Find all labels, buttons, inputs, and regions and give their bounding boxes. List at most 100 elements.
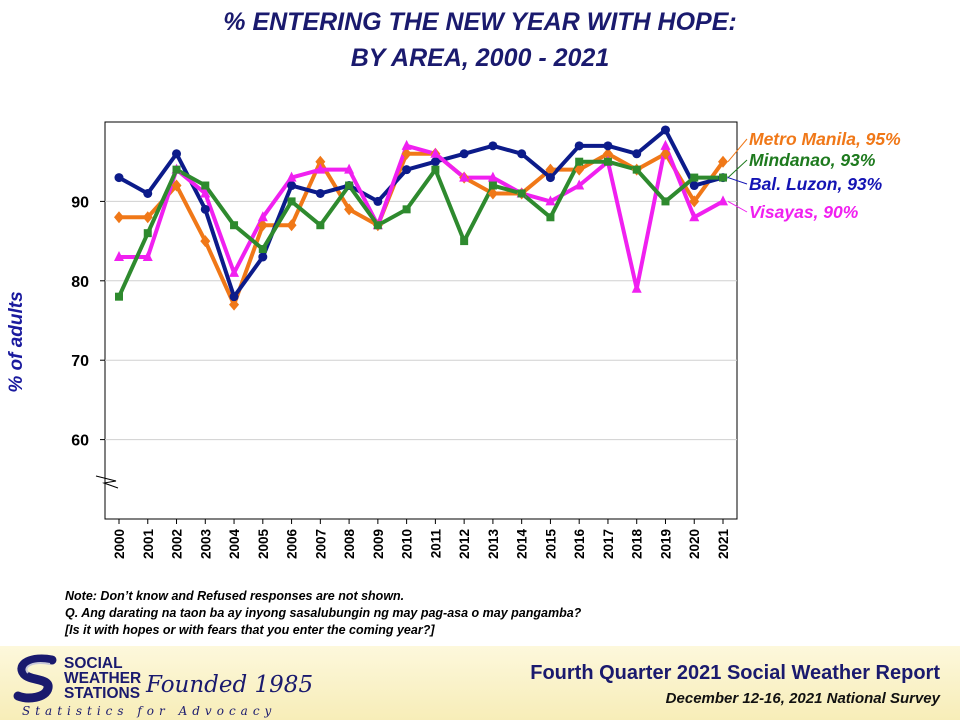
data-point-visayas bbox=[689, 211, 700, 222]
x-tick-label: 2001 bbox=[141, 529, 156, 560]
data-point-metro-manila bbox=[660, 147, 671, 160]
survey-date: December 12-16, 2021 National Survey bbox=[665, 690, 940, 707]
data-point-bal-luzon bbox=[114, 173, 124, 183]
data-point-visayas bbox=[718, 195, 728, 206]
data-point-bal-luzon bbox=[200, 204, 210, 214]
data-point-mindanao bbox=[201, 181, 210, 190]
org-name-line2: WEATHER bbox=[64, 670, 142, 687]
chart-title-line2: BY AREA, 2000 - 2021 bbox=[350, 44, 610, 72]
data-point-metro-manila bbox=[718, 155, 728, 168]
data-point-mindanao bbox=[287, 197, 296, 206]
data-point-visayas bbox=[286, 171, 297, 182]
data-point-visayas bbox=[631, 282, 642, 293]
data-point-mindanao bbox=[460, 237, 469, 246]
data-point-metro-manila bbox=[286, 219, 297, 232]
data-point-bal-luzon bbox=[574, 141, 584, 151]
data-point-visayas bbox=[545, 195, 556, 206]
data-point-bal-luzon bbox=[172, 149, 182, 159]
data-point-visayas bbox=[401, 139, 412, 150]
x-tick-label: 2010 bbox=[400, 529, 415, 559]
data-point-bal-luzon bbox=[459, 149, 469, 159]
end-label: Metro Manila, 95% bbox=[749, 129, 901, 149]
x-tick-label: 2005 bbox=[256, 529, 271, 560]
data-point-mindanao bbox=[230, 221, 239, 230]
data-point-metro-manila bbox=[200, 235, 211, 248]
data-point-visayas bbox=[315, 163, 326, 174]
y-tick-label: 80 bbox=[71, 274, 89, 291]
sws-logo-icon bbox=[13, 654, 57, 703]
data-point-visayas bbox=[229, 266, 240, 277]
data-point-metro-manila bbox=[344, 203, 355, 216]
data-point-mindanao bbox=[258, 245, 267, 254]
x-tick-label: 2004 bbox=[227, 529, 242, 560]
series-line-metro-manila bbox=[119, 151, 725, 307]
x-tick-label: 2020 bbox=[687, 529, 702, 559]
end-label-leader bbox=[727, 200, 748, 213]
data-point-bal-luzon bbox=[143, 188, 153, 198]
data-point-metro-manila bbox=[171, 179, 182, 192]
data-point-bal-luzon bbox=[430, 157, 440, 167]
footer-band bbox=[0, 646, 960, 720]
data-point-mindanao bbox=[661, 197, 670, 206]
x-tick-label: 2002 bbox=[170, 529, 185, 559]
y-tick-label: 70 bbox=[71, 353, 89, 370]
x-tick-label: 2021 bbox=[716, 529, 731, 560]
data-point-bal-luzon bbox=[545, 173, 555, 183]
data-point-mindanao bbox=[172, 165, 181, 174]
y-tick-label: 60 bbox=[71, 433, 89, 450]
x-tick-label: 2019 bbox=[658, 529, 673, 559]
data-point-visayas bbox=[660, 139, 671, 150]
axis-break-icon bbox=[95, 475, 119, 489]
x-tick-label: 2007 bbox=[313, 529, 328, 559]
data-point-metro-manila bbox=[574, 163, 585, 176]
series-line-bal-luzon bbox=[118, 127, 724, 299]
end-label-leader bbox=[727, 177, 748, 185]
data-point-bal-luzon bbox=[229, 292, 239, 302]
data-point-bal-luzon bbox=[689, 181, 699, 191]
x-tick-label: 2015 bbox=[543, 529, 558, 560]
data-point-mindanao bbox=[690, 173, 699, 182]
report-title: Fourth Quarter 2021 Social Weather Repor… bbox=[530, 662, 940, 684]
org-name: SOCIAL WEATHER STATIONS bbox=[64, 656, 142, 702]
data-point-bal-luzon bbox=[402, 165, 412, 175]
line-chart: 60 70 80 90 2000 2001 2002 2003 2004 2005 2006 2007… bbox=[71, 121, 901, 560]
data-point-bal-luzon bbox=[488, 141, 498, 151]
x-tick-label: 2000 bbox=[112, 529, 127, 559]
data-point-metro-manila bbox=[142, 211, 153, 224]
note-line2: Q. Ang darating na taon ba ay inyong sas… bbox=[65, 606, 582, 620]
note-line3: [Is it with hopes or with fears that you… bbox=[65, 623, 435, 637]
data-point-mindanao bbox=[575, 157, 584, 166]
data-point-mindanao bbox=[373, 221, 382, 230]
data-point-visayas bbox=[430, 147, 441, 158]
data-point-bal-luzon bbox=[632, 149, 642, 159]
data-point-bal-luzon bbox=[517, 149, 527, 159]
data-point-visayas bbox=[142, 250, 153, 261]
x-tick-label: 2017 bbox=[601, 529, 616, 559]
data-point-bal-luzon bbox=[287, 181, 297, 191]
data-point-visayas bbox=[344, 163, 355, 174]
x-tick-label: 2018 bbox=[630, 529, 645, 560]
x-tick-label: 2013 bbox=[486, 529, 501, 560]
end-label: Bal. Luzon, 93% bbox=[749, 174, 883, 194]
data-point-mindanao bbox=[345, 181, 354, 190]
data-point-mindanao bbox=[143, 229, 152, 238]
y-tick-label: 90 bbox=[71, 194, 89, 211]
x-tick-label: 2006 bbox=[285, 529, 300, 560]
tagline: Statistics for Advocacy bbox=[22, 704, 277, 718]
data-point-mindanao bbox=[402, 205, 411, 214]
data-point-mindanao bbox=[632, 165, 641, 174]
data-point-mindanao bbox=[488, 181, 497, 190]
note-line1: Note: Don’t know and Refused responses a… bbox=[65, 589, 405, 603]
data-point-bal-luzon bbox=[315, 188, 325, 198]
end-label: Mindanao, 93% bbox=[749, 150, 876, 170]
x-tick-label: 2016 bbox=[572, 529, 587, 560]
data-point-metro-manila bbox=[602, 147, 613, 160]
data-point-mindanao bbox=[115, 292, 123, 301]
x-tick-label: 2008 bbox=[342, 529, 357, 560]
end-label-leader bbox=[727, 159, 748, 178]
data-point-bal-luzon bbox=[258, 252, 268, 262]
end-label-leader bbox=[727, 138, 748, 163]
chart-title-line1: % ENTERING THE NEW YEAR WITH HOPE: bbox=[223, 8, 737, 36]
series-line-mindanao bbox=[117, 159, 723, 298]
x-tick-label: 2014 bbox=[515, 529, 530, 560]
